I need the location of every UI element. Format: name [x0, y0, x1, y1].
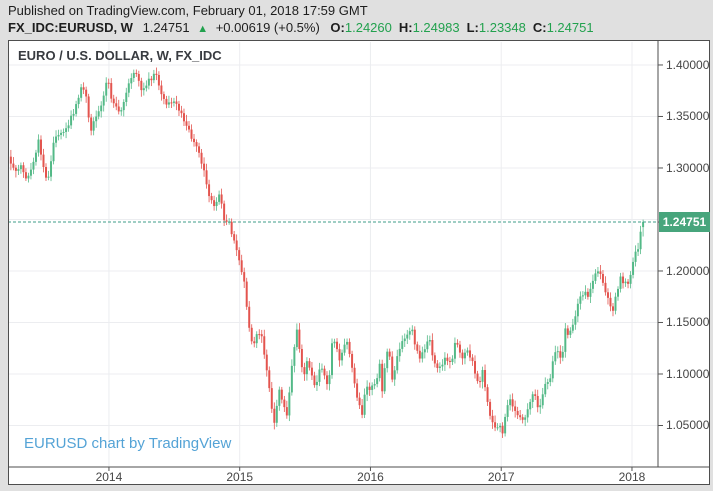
ohlc-label: O: — [330, 20, 345, 35]
year-tick-label: 2016 — [357, 470, 384, 484]
year-tick-label: 2017 — [487, 470, 515, 484]
ohlc-value: 1.24751 — [546, 20, 594, 35]
price-change: +0.00619 (+0.5%) — [215, 20, 320, 35]
year-tick-label: 2014 — [95, 470, 123, 484]
price-tick-label: 1.35000 — [666, 109, 710, 124]
chart-frame — [8, 40, 710, 485]
price-tick-label: 1.10000 — [666, 366, 710, 381]
watermark-link[interactable]: EURUSD chart by TradingView — [24, 435, 232, 452]
ohlc-value: 1.23348 — [478, 20, 526, 35]
ohlc-value: 1.24260 — [344, 20, 392, 35]
price-tick-label: 1.15000 — [666, 315, 710, 330]
price-tick-label: 1.05000 — [666, 418, 710, 433]
price-tick-label: 1.20000 — [666, 263, 710, 278]
ohlc-values: O:1.24260 H:1.24983 L:1.23348 C:1.24751 — [323, 20, 593, 35]
up-arrow-icon: ▲ — [197, 23, 209, 35]
symbol-ohlc-line: FX_IDC:EURUSD, W 1.24751 ▲ +0.00619 (+0.… — [8, 20, 594, 35]
ohlc-label: C: — [532, 20, 547, 35]
chart-title: EURO / U.S. DOLLAR, W, FX_IDC — [18, 48, 222, 63]
last-price: 1.24751 — [142, 20, 190, 35]
candlestick-series — [9, 67, 645, 438]
price-tick-label: 1.30000 — [666, 160, 710, 175]
price-tick-label: 1.40000 — [666, 57, 710, 72]
gridlines — [8, 42, 658, 467]
ohlc-label: L: — [466, 20, 479, 35]
symbol-label: FX_IDC:EURUSD, W — [8, 20, 133, 35]
year-tick-label: 2018 — [618, 470, 646, 484]
ohlc-value: 1.24983 — [412, 20, 460, 35]
chart-panel-bg — [8, 40, 710, 485]
published-line: Published on TradingView.com, February 0… — [8, 3, 368, 18]
candlestick-plot[interactable] — [8, 40, 710, 485]
year-tick-label: 2015 — [226, 470, 254, 484]
ohlc-label: H: — [398, 20, 413, 35]
current-price-label: 1.24751 — [659, 212, 710, 233]
